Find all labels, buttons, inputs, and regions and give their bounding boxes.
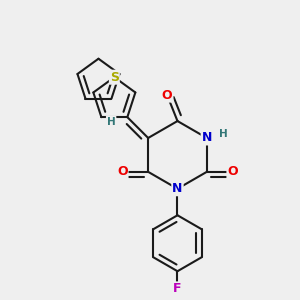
Text: O: O bbox=[117, 165, 128, 178]
Text: S: S bbox=[110, 71, 119, 84]
Text: H: H bbox=[107, 117, 116, 127]
Text: O: O bbox=[162, 88, 172, 102]
Text: N: N bbox=[202, 131, 212, 145]
Text: O: O bbox=[227, 165, 238, 178]
Text: N: N bbox=[172, 182, 183, 195]
Text: F: F bbox=[173, 282, 182, 296]
Text: H: H bbox=[219, 129, 227, 139]
